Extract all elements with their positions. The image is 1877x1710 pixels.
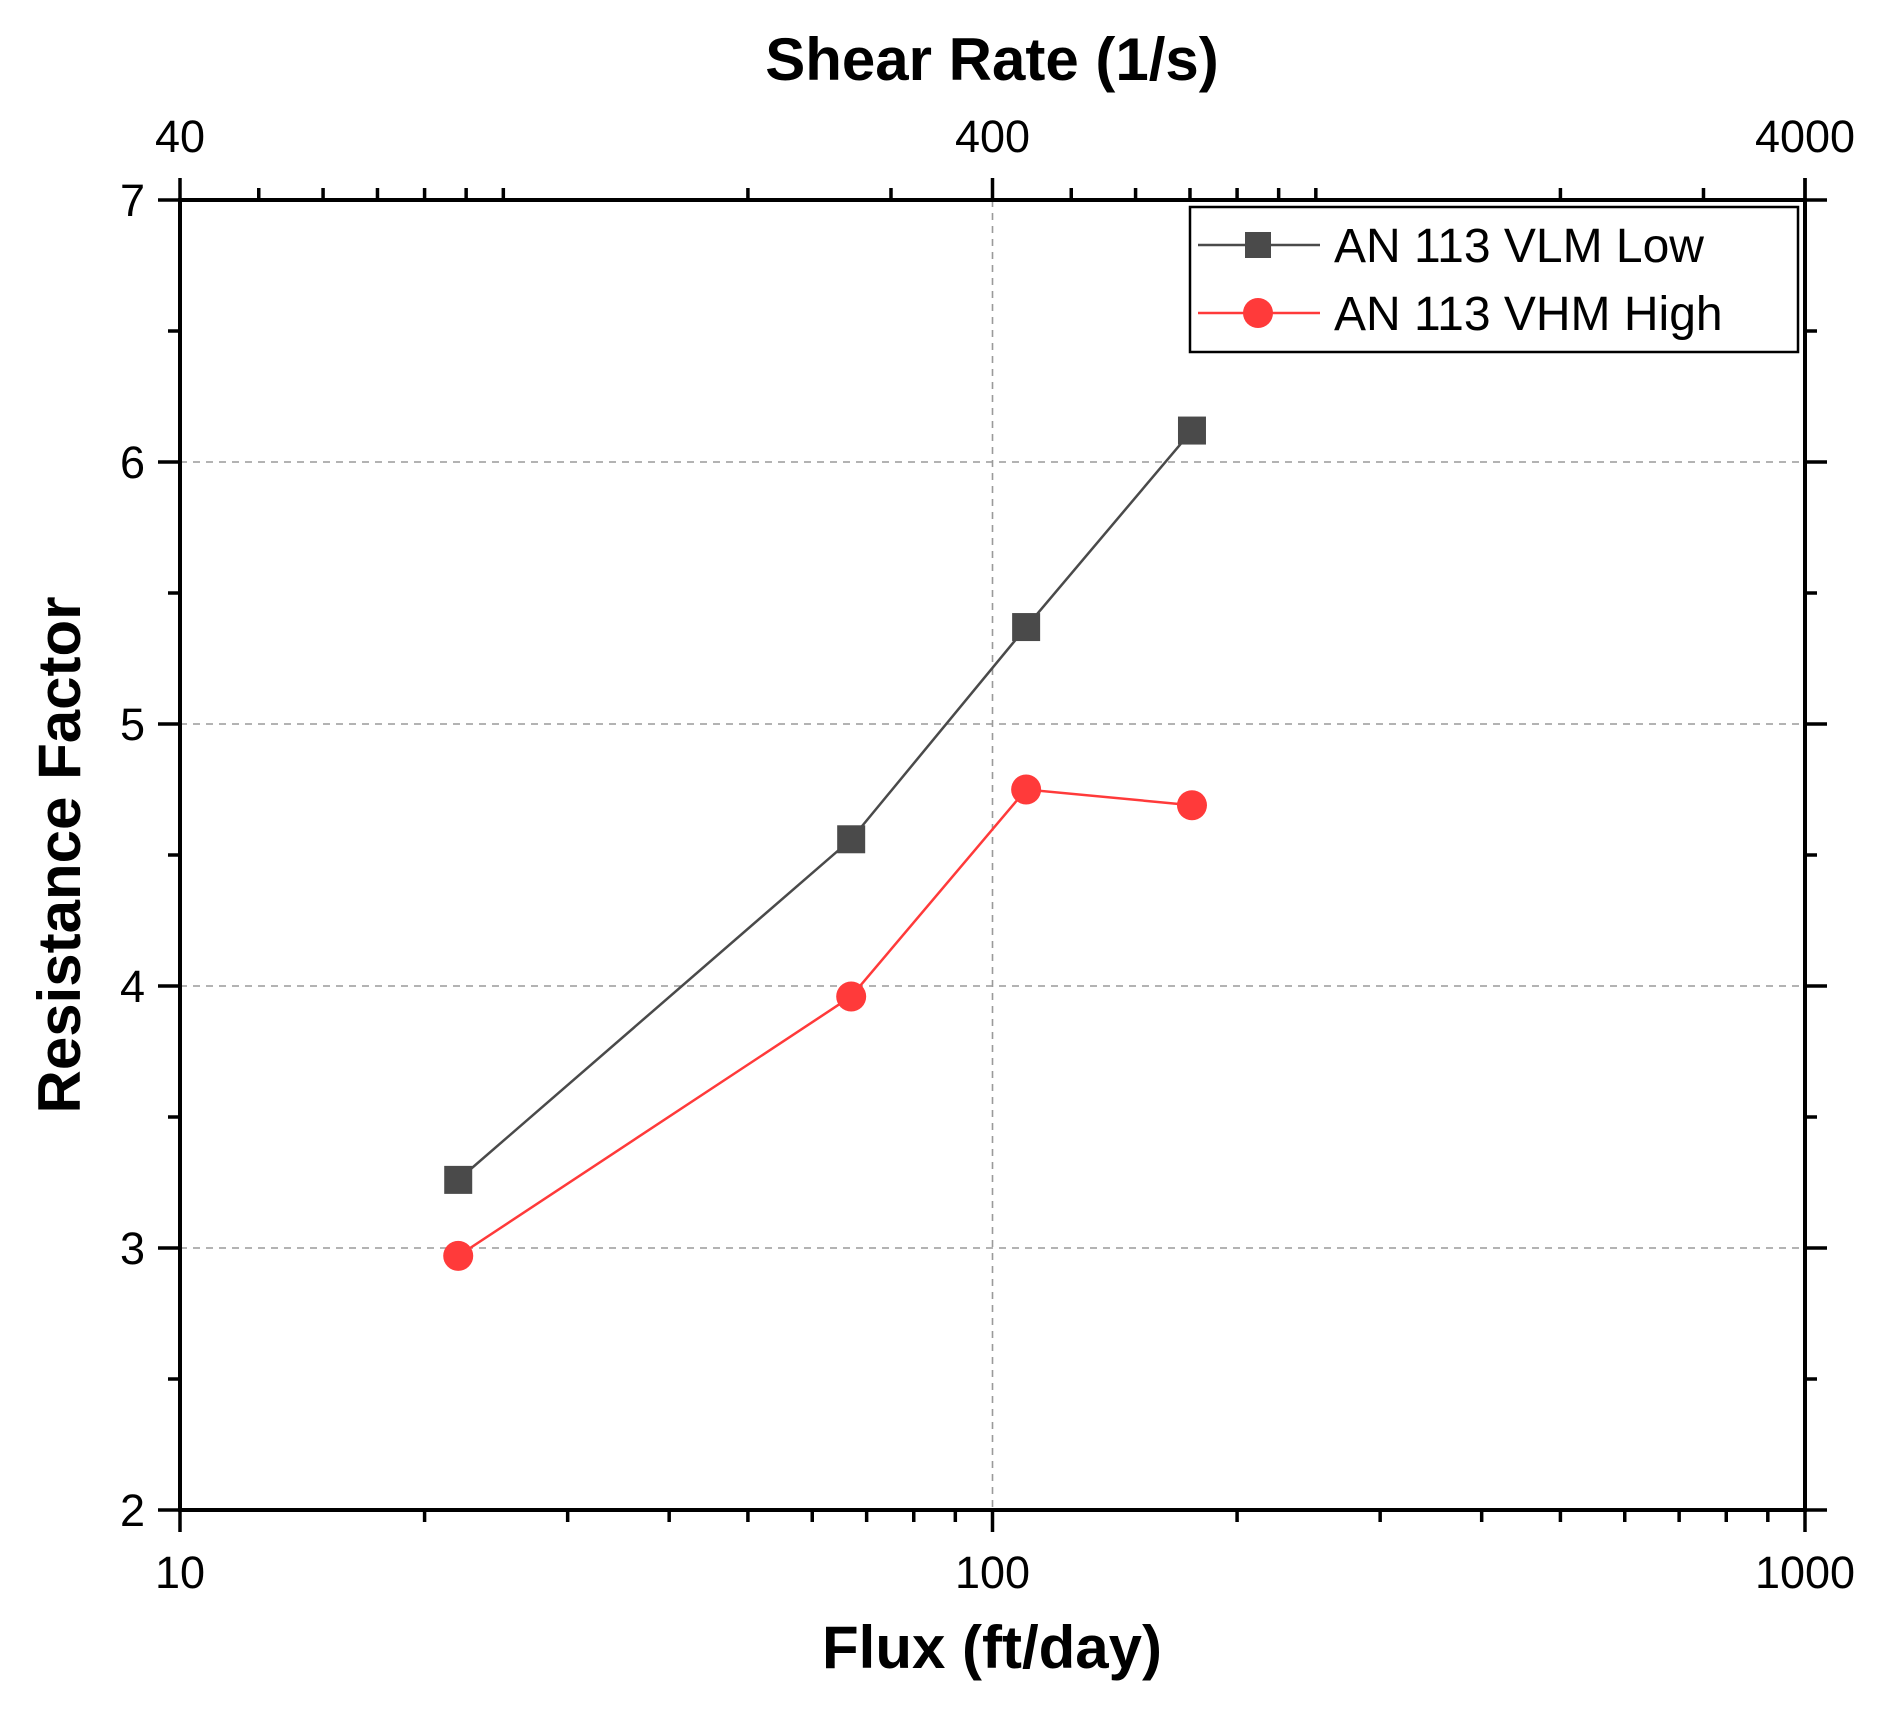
axis-ticks bbox=[158, 178, 1827, 1532]
x-tick-label: 100 bbox=[955, 1547, 1030, 1598]
legend-marker-circle bbox=[1243, 298, 1273, 328]
y-tick-label: 6 bbox=[120, 437, 145, 488]
data-point-circle bbox=[1176, 790, 1207, 821]
legend-marker-square bbox=[1245, 232, 1271, 258]
legend-label: AN 113 VLM Low bbox=[1334, 220, 1704, 273]
grid-lines bbox=[180, 200, 1805, 1510]
y-tick-label: 5 bbox=[120, 699, 145, 750]
data-series bbox=[443, 416, 1207, 1271]
x2-tick-label: 4000 bbox=[1755, 111, 1855, 162]
legend-box bbox=[1188, 205, 1800, 354]
y-tick-label: 2 bbox=[120, 1485, 145, 1536]
series-line-1 bbox=[457, 788, 1193, 1257]
tick-labels: 2 3 4 5 6 7 10 100 1000 40 400 4000 bbox=[120, 111, 1855, 1598]
x2-tick-label: 400 bbox=[955, 111, 1030, 162]
x-axis-title: Flux (ft/day) bbox=[822, 1614, 1162, 1681]
y-axis-title: Resistance Factor bbox=[26, 597, 93, 1114]
data-point-circle bbox=[443, 1240, 474, 1271]
y-tick-label: 4 bbox=[120, 961, 145, 1012]
x-tick-label: 10 bbox=[155, 1547, 205, 1598]
y-tick-label: 3 bbox=[120, 1223, 145, 1274]
data-point-square bbox=[837, 825, 866, 854]
data-point-square bbox=[1012, 613, 1041, 642]
legend: AN 113 VLM Low AN 113 VHM High bbox=[1188, 205, 1800, 354]
data-point-square bbox=[1177, 416, 1206, 445]
data-point-square bbox=[444, 1165, 473, 1194]
legend-label: AN 113 VHM High bbox=[1334, 288, 1723, 341]
x-tick-label: 1000 bbox=[1755, 1547, 1855, 1598]
x2-tick-label: 40 bbox=[155, 111, 205, 162]
y-tick-label: 7 bbox=[120, 175, 145, 226]
x2-axis-title: Shear Rate (1/s) bbox=[765, 26, 1219, 93]
series-line-0 bbox=[457, 429, 1193, 1181]
data-point-circle bbox=[1011, 774, 1042, 805]
data-point-circle bbox=[836, 981, 867, 1012]
